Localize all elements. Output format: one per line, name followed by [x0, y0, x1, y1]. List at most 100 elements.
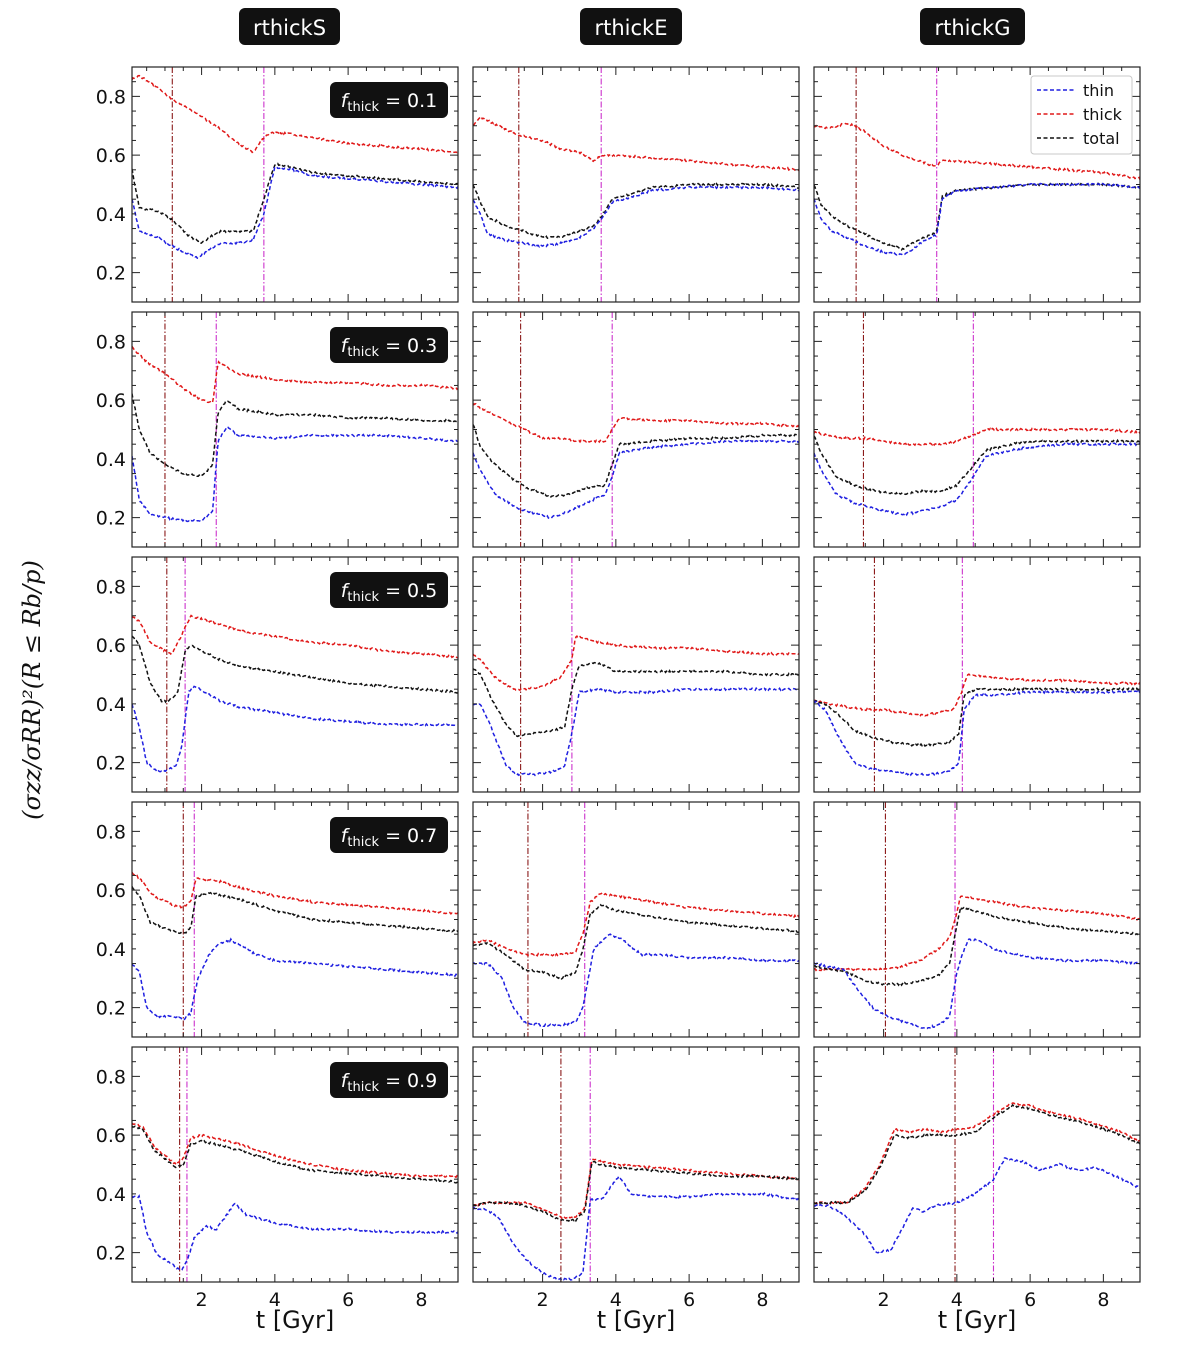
- series-total: [814, 686, 1140, 748]
- y-tick-label: 0.4: [96, 449, 126, 471]
- fthick-badge-bg: [330, 327, 448, 363]
- x-tick-label: 4: [951, 1289, 963, 1311]
- panel-rthickE-2: [472, 556, 800, 793]
- series-total: [132, 1125, 458, 1184]
- y-tick-label: 0.8: [96, 821, 126, 843]
- fthick-label: fthick = 0.5: [341, 580, 438, 605]
- x-axis-label-col1: t [Gyr]: [256, 1306, 334, 1334]
- y-tick-label: 0.2: [96, 1243, 126, 1265]
- series-total: [814, 905, 1140, 987]
- series-thick: [814, 122, 1140, 180]
- series-total: [473, 903, 799, 980]
- series-total: [132, 886, 458, 935]
- panel-frame: [472, 1046, 800, 1283]
- panel-frame: [813, 1046, 1141, 1283]
- series-thin: [814, 938, 1140, 1030]
- panel-rthickS-1: 0.2 0.4 0.6 0.8 fthick = 0.3: [96, 311, 459, 548]
- fthick-badge-bg: [330, 817, 448, 853]
- col-header-badge: [239, 8, 340, 45]
- x-tick-label: 4: [269, 1289, 281, 1311]
- y-tick-label: 0.6: [96, 635, 126, 657]
- x-tick-label: 8: [415, 1289, 427, 1311]
- series-total: [473, 661, 799, 738]
- panel-rthickS-2: 0.2 0.4 0.6 0.8 fthick = 0.5: [96, 556, 459, 793]
- x-tick-label: 4: [610, 1289, 622, 1311]
- panel-rthickE-4: 2 4 6 8: [472, 1046, 800, 1311]
- series-thin: [132, 426, 458, 523]
- col-header-rthickS: rthickS: [239, 8, 340, 45]
- panel-rthickG-0: [813, 66, 1141, 303]
- series-thick: [132, 345, 458, 404]
- panel-frame: [472, 66, 800, 303]
- fthick-badge: fthick = 0.7: [330, 817, 448, 853]
- series-thin: [473, 1175, 799, 1282]
- series-thin: [473, 933, 799, 1028]
- series-thin: [132, 685, 458, 774]
- col-header-label: rthickS: [253, 16, 326, 40]
- panel-rthickG-1: [813, 311, 1141, 548]
- panel-rthickS-3: 0.2 0.4 0.6 0.8 fthick = 0.7: [96, 801, 459, 1038]
- fthick-badge: fthick = 0.3: [330, 327, 448, 363]
- panel-rthickE-0: [472, 66, 800, 303]
- legend-label-total: total: [1083, 129, 1120, 148]
- panel-rthickG-3: [813, 801, 1141, 1038]
- col-header-rthickE: rthickE: [580, 8, 682, 45]
- y-tick-label: 0.4: [96, 204, 126, 226]
- y-tick-label: 0.4: [96, 694, 126, 716]
- legend: thin thick total: [1030, 75, 1133, 155]
- series-thick: [814, 427, 1140, 447]
- y-tick-label: 0.2: [96, 753, 126, 775]
- legend-label-thick: thick: [1083, 105, 1123, 124]
- legend-frame: [1030, 75, 1133, 155]
- panel-rthickG-2: [813, 556, 1141, 793]
- col-header-badge: [920, 8, 1025, 45]
- fthick-badge-bg: [330, 1062, 448, 1098]
- panel-frame: [813, 556, 1141, 793]
- panel-rthickG-4: 2 4 6 8: [813, 1046, 1141, 1311]
- legend-entry-thin: thin: [1037, 81, 1114, 100]
- fthick-badge: fthick = 0.1: [330, 82, 448, 118]
- series-thick: [473, 635, 799, 692]
- y-tick-label: 0.8: [96, 331, 126, 353]
- y-tick-label: 0.6: [96, 390, 126, 412]
- x-tick-label: 6: [683, 1289, 695, 1311]
- series-total: [814, 182, 1140, 252]
- fthick-badge-bg: [330, 82, 448, 118]
- series-thick: [132, 614, 458, 659]
- series-thick: [473, 1158, 799, 1220]
- series-total: [814, 1103, 1140, 1206]
- series-thin: [132, 165, 458, 260]
- x-tick-label: 8: [756, 1289, 768, 1311]
- y-tick-label: 0.2: [96, 263, 126, 285]
- y-tick-label: 0.8: [96, 1066, 126, 1088]
- fthick-label: fthick = 0.3: [341, 335, 438, 360]
- fthick-badge-bg: [330, 572, 448, 608]
- series-thin: [473, 438, 799, 520]
- x-tick-label: 2: [537, 1289, 549, 1311]
- y-tick-label: 0.8: [96, 576, 126, 598]
- panel-rthickE-1: [472, 311, 800, 548]
- x-axis-label-col3: t [Gyr]: [938, 1306, 1016, 1334]
- x-tick-label: 8: [1097, 1289, 1109, 1311]
- panel-frame: [472, 311, 800, 548]
- series-total: [473, 182, 799, 239]
- panel-frame: [472, 801, 800, 1038]
- y-axis-label: (σzz/σRR)²(R ≤ Rb/p): [18, 560, 46, 820]
- series-thin: [814, 1157, 1140, 1254]
- series-thick: [814, 1102, 1140, 1205]
- series-thin: [814, 689, 1140, 777]
- x-tick-label: 6: [342, 1289, 354, 1311]
- series-total: [132, 162, 458, 244]
- y-tick-label: 0.2: [96, 998, 126, 1020]
- col-header-badge: [580, 8, 682, 45]
- x-tick-label: 6: [1024, 1289, 1036, 1311]
- series-thin: [814, 442, 1140, 517]
- legend-label-thin: thin: [1083, 81, 1114, 100]
- col-header-label: rthickG: [935, 16, 1011, 40]
- series-thick: [473, 402, 799, 444]
- col-header-rthickG: rthickG: [920, 8, 1025, 45]
- series-thick: [132, 871, 458, 915]
- y-tick-label: 0.6: [96, 880, 126, 902]
- panel-frame: [813, 801, 1141, 1038]
- fthick-label: fthick = 0.1: [341, 90, 438, 115]
